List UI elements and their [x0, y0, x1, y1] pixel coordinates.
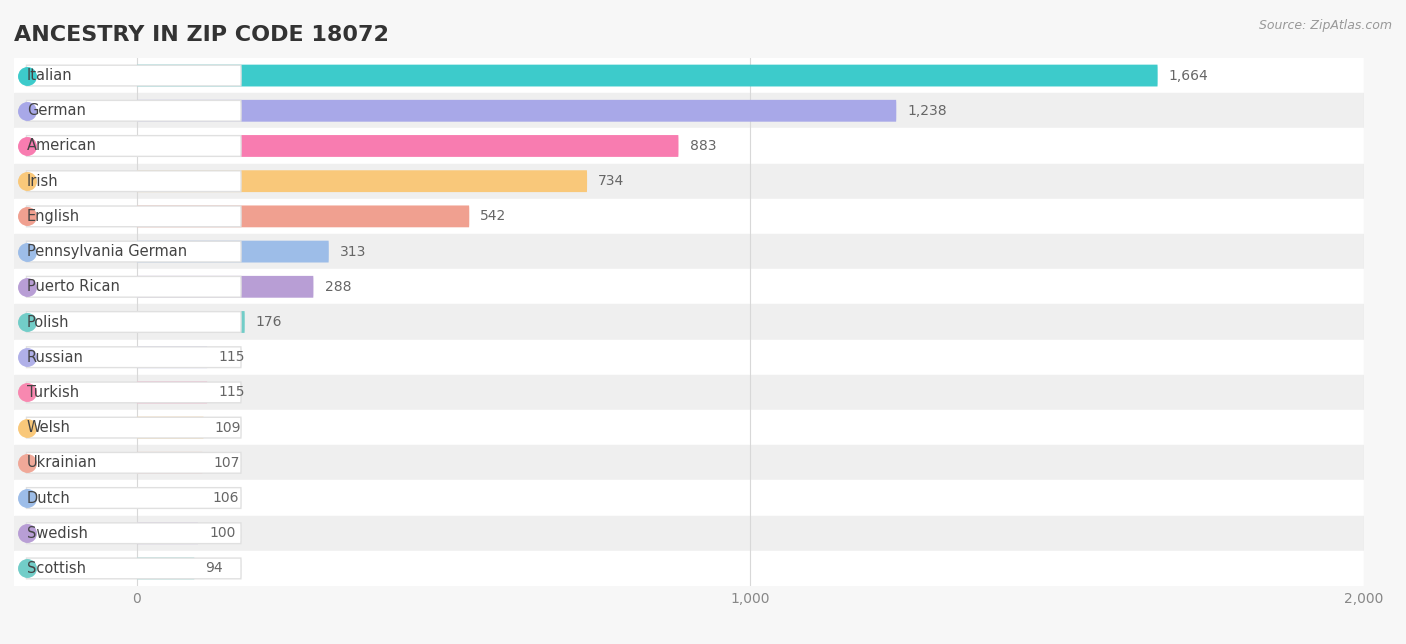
FancyBboxPatch shape — [136, 558, 194, 580]
FancyBboxPatch shape — [136, 381, 207, 403]
FancyBboxPatch shape — [136, 241, 329, 263]
Text: 313: 313 — [340, 245, 366, 259]
FancyBboxPatch shape — [136, 170, 588, 192]
Text: English: English — [27, 209, 80, 224]
FancyBboxPatch shape — [27, 347, 240, 368]
FancyBboxPatch shape — [136, 135, 679, 157]
Bar — [14, 128, 1364, 164]
Text: 1,238: 1,238 — [907, 104, 948, 118]
FancyBboxPatch shape — [27, 276, 240, 297]
Text: Irish: Irish — [27, 174, 59, 189]
Text: German: German — [27, 103, 86, 118]
Bar — [14, 339, 1364, 375]
Text: American: American — [27, 138, 97, 153]
Text: Scottish: Scottish — [27, 561, 86, 576]
FancyBboxPatch shape — [136, 417, 204, 439]
FancyBboxPatch shape — [27, 558, 240, 579]
Bar — [14, 516, 1364, 551]
FancyBboxPatch shape — [136, 346, 207, 368]
Text: 734: 734 — [598, 174, 624, 188]
FancyBboxPatch shape — [27, 206, 240, 227]
Text: 100: 100 — [209, 526, 236, 540]
FancyBboxPatch shape — [136, 522, 198, 544]
Bar — [14, 551, 1364, 586]
Text: 288: 288 — [325, 279, 352, 294]
Text: 107: 107 — [214, 456, 240, 470]
Bar — [14, 305, 1364, 339]
Bar — [14, 410, 1364, 445]
Text: 1,664: 1,664 — [1168, 68, 1209, 82]
FancyBboxPatch shape — [136, 487, 202, 509]
Text: ANCESTRY IN ZIP CODE 18072: ANCESTRY IN ZIP CODE 18072 — [14, 25, 389, 45]
FancyBboxPatch shape — [136, 100, 896, 122]
FancyBboxPatch shape — [136, 64, 1157, 86]
Text: Source: ZipAtlas.com: Source: ZipAtlas.com — [1258, 19, 1392, 32]
FancyBboxPatch shape — [27, 100, 240, 121]
Text: Italian: Italian — [27, 68, 72, 83]
Text: 115: 115 — [218, 385, 245, 399]
FancyBboxPatch shape — [27, 312, 240, 332]
Text: Dutch: Dutch — [27, 491, 70, 506]
Text: 176: 176 — [256, 315, 283, 329]
FancyBboxPatch shape — [27, 523, 240, 544]
Text: Pennsylvania German: Pennsylvania German — [27, 244, 187, 259]
Bar — [14, 480, 1364, 516]
FancyBboxPatch shape — [27, 382, 240, 402]
Text: Swedish: Swedish — [27, 526, 87, 541]
Bar — [14, 234, 1364, 269]
Bar — [14, 375, 1364, 410]
Text: Welsh: Welsh — [27, 420, 70, 435]
FancyBboxPatch shape — [27, 488, 240, 508]
Text: 542: 542 — [481, 209, 506, 223]
Bar — [14, 93, 1364, 128]
FancyBboxPatch shape — [27, 453, 240, 473]
Bar — [14, 199, 1364, 234]
Bar — [14, 58, 1364, 93]
FancyBboxPatch shape — [136, 452, 202, 474]
Text: 109: 109 — [215, 421, 242, 435]
FancyBboxPatch shape — [27, 171, 240, 191]
Bar — [14, 445, 1364, 480]
Text: 883: 883 — [689, 139, 716, 153]
Text: 94: 94 — [205, 562, 224, 576]
FancyBboxPatch shape — [27, 65, 240, 86]
Bar — [14, 269, 1364, 305]
FancyBboxPatch shape — [27, 136, 240, 156]
Text: Turkish: Turkish — [27, 385, 79, 400]
FancyBboxPatch shape — [27, 242, 240, 262]
FancyBboxPatch shape — [136, 205, 470, 227]
FancyBboxPatch shape — [136, 311, 245, 333]
Bar — [14, 164, 1364, 199]
FancyBboxPatch shape — [136, 276, 314, 298]
Text: Ukrainian: Ukrainian — [27, 455, 97, 470]
FancyBboxPatch shape — [27, 417, 240, 438]
Text: 115: 115 — [218, 350, 245, 365]
Text: Puerto Rican: Puerto Rican — [27, 279, 120, 294]
Text: Polish: Polish — [27, 314, 69, 330]
Text: Russian: Russian — [27, 350, 84, 365]
Text: 106: 106 — [212, 491, 239, 505]
